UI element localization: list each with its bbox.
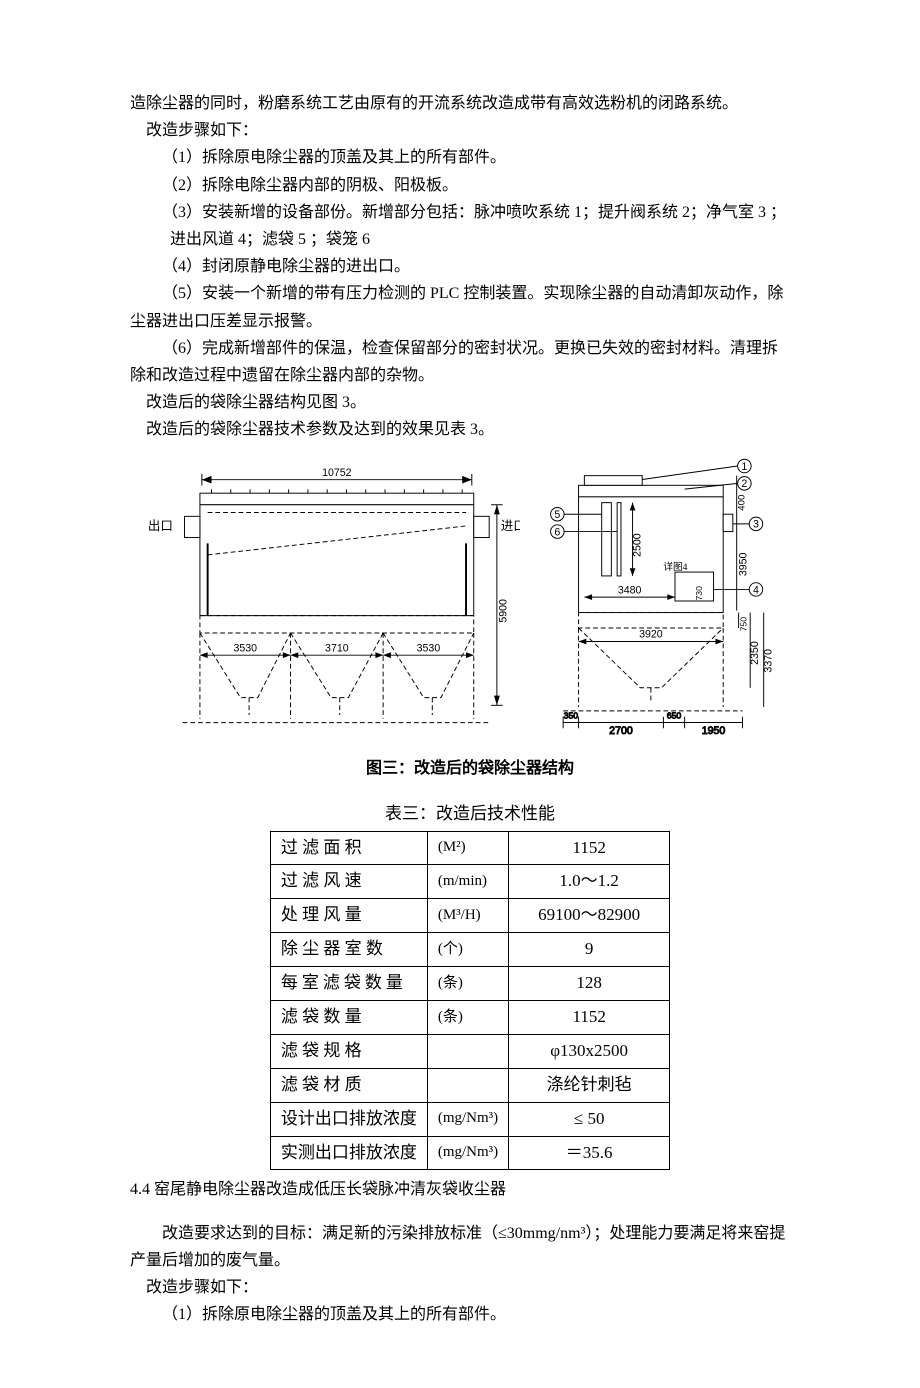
section-4-4-title: 4.4 窑尾静电除尘器改造成低压长袋脉冲清灰袋收尘器 [130, 1176, 810, 1203]
svg-text:2500: 2500 [631, 534, 643, 558]
dim-hopper-1: 3530 [233, 643, 257, 655]
dim-hopper-3: 3530 [417, 643, 441, 655]
table-row: 每室滤袋数量(条)128 [270, 967, 669, 1001]
svg-text:400: 400 [736, 495, 747, 511]
step-3a: （3）安装新增的设备部份。新增部分包括：脉冲喷吹系统 1；提升阀系统 2；净气室… [130, 199, 810, 226]
after-note-1: 改造后的袋除尘器结构见图 3。 [130, 389, 810, 416]
svg-text:5: 5 [554, 510, 560, 522]
table-row: 实测出口排放浓度(mg/Nm³)＝35.6 [270, 1136, 669, 1170]
figure-3-right-icon: 1 2 3 5 6 2500 详图4 4 400 3950 3 [540, 451, 810, 751]
table-row: 处 理 风 量(M³/H)69100～82900 [270, 899, 669, 933]
intro-para: 造除尘器的同时，粉磨系统工艺由原有的开流系统改造成带有高效选粉机的闭路系统。 [130, 90, 810, 117]
spec-label: 每室滤袋数量 [270, 967, 427, 1001]
spec-label: 过 滤 风 速 [270, 865, 427, 899]
sec44-p1b: 产量后增加的废气量。 [130, 1247, 810, 1274]
sec44-steps-head: 改造步骤如下： [130, 1274, 810, 1301]
table-row: 过 滤 风 速(m/min)1.0～1.2 [270, 865, 669, 899]
spec-value: 1152 [509, 831, 670, 865]
spec-label: 实测出口排放浓度 [270, 1136, 427, 1170]
dim-hopper-2: 3710 [325, 643, 349, 655]
spec-label: 处 理 风 量 [270, 899, 427, 933]
svg-text:350: 350 [564, 711, 579, 721]
spec-value: 9 [509, 933, 670, 967]
spec-unit: (M²) [427, 831, 508, 865]
figure-3-caption: 图三：改造后的袋除尘器结构 [130, 755, 810, 782]
spec-label: 滤 袋 数 量 [270, 1000, 427, 1034]
spec-label: 滤 袋 材 质 [270, 1068, 427, 1102]
step-3b: 进出风道 4；滤袋 5 ；袋笼 6 [130, 226, 810, 253]
table-3: 过 滤 面 积(M²)1152过 滤 风 速(m/min)1.0～1.2处 理 … [270, 831, 670, 1171]
dim-height: 5900 [498, 599, 510, 623]
spec-label: 设计出口排放浓度 [270, 1102, 427, 1136]
table-row: 滤 袋 材 质 涤纶针刺毡 [270, 1068, 669, 1102]
svg-text:3: 3 [753, 519, 759, 531]
svg-text:650: 650 [667, 711, 682, 721]
svg-text:2700: 2700 [609, 725, 633, 737]
svg-text:2: 2 [741, 479, 747, 491]
svg-text:3950: 3950 [737, 553, 749, 577]
spec-unit: (M³/H) [427, 899, 508, 933]
svg-text:2350: 2350 [749, 642, 761, 666]
spec-label: 过 滤 面 积 [270, 831, 427, 865]
dim-overall-width: 10752 [322, 467, 352, 479]
figure-3: 10752 出口 进口 [130, 451, 810, 751]
svg-text:3370: 3370 [762, 649, 774, 673]
spec-value: φ130x2500 [509, 1034, 670, 1068]
table-row: 过 滤 面 积(M²)1152 [270, 831, 669, 865]
spec-unit: (个) [427, 933, 508, 967]
spec-value: 69100～82900 [509, 899, 670, 933]
spec-value: ≤ 50 [509, 1102, 670, 1136]
outlet-label: 出口 [148, 519, 173, 533]
table-row: 滤 袋 规 格 φ130x2500 [270, 1034, 669, 1068]
svg-text:3480: 3480 [618, 585, 642, 597]
spec-unit: (mg/Nm³) [427, 1102, 508, 1136]
spec-value: 1152 [509, 1000, 670, 1034]
spec-label: 滤 袋 规 格 [270, 1034, 427, 1068]
table-3-caption: 表三：改造后技术性能 [130, 800, 810, 829]
step-5a: （5）安装一个新增的带有压力检测的 PLC 控制装置。实现除尘器的自动清卸灰动作… [130, 280, 810, 307]
step-1: （1）拆除原电除尘器的顶盖及其上的所有部件。 [130, 144, 810, 171]
sec44-step-1: （1）拆除原电除尘器的顶盖及其上的所有部件。 [130, 1301, 810, 1328]
table-row: 除 尘 器 室 数(个)9 [270, 933, 669, 967]
inlet-label: 进口 [501, 519, 520, 533]
spec-value: 1.0～1.2 [509, 865, 670, 899]
svg-text:3920: 3920 [639, 629, 663, 641]
table-row: 滤 袋 数 量(条)1152 [270, 1000, 669, 1034]
svg-text:730: 730 [694, 586, 704, 601]
table-row: 设计出口排放浓度(mg/Nm³)≤ 50 [270, 1102, 669, 1136]
svg-text:1950: 1950 [702, 725, 726, 737]
after-note-2: 改造后的袋除尘器技术参数及达到的效果见表 3。 [130, 416, 810, 443]
spec-unit: (条) [427, 1000, 508, 1034]
svg-text:1: 1 [741, 461, 747, 473]
spec-value: 128 [509, 967, 670, 1001]
spec-unit: (m/min) [427, 865, 508, 899]
figure-3-left-icon: 10752 出口 进口 [144, 461, 520, 751]
svg-text:详图4: 详图4 [663, 562, 687, 574]
step-2: （2）拆除电除尘器内部的阴极、阳极板。 [130, 172, 810, 199]
step-6a: （6）完成新增部件的保温，检查保留部分的密封状况。更换已失效的密封材料。清理拆 [130, 335, 810, 362]
spec-unit: (条) [427, 967, 508, 1001]
spec-unit [427, 1034, 508, 1068]
svg-text:6: 6 [554, 527, 560, 539]
step-4: （4）封闭原静电除尘器的进出口。 [130, 253, 810, 280]
spec-unit [427, 1068, 508, 1102]
sec44-p1a: 改造要求达到的目标：满足新的污染排放标准（≤30mmg/nm³）；处理能力要满足… [130, 1220, 810, 1247]
spec-value: ＝35.6 [509, 1136, 670, 1170]
svg-text:750: 750 [738, 617, 748, 632]
spec-value: 涤纶针刺毡 [509, 1068, 670, 1102]
spec-label: 除 尘 器 室 数 [270, 933, 427, 967]
step-5b: 尘器进出口压差显示报警。 [130, 308, 810, 335]
spec-unit: (mg/Nm³) [427, 1136, 508, 1170]
steps-heading-1: 改造步骤如下： [130, 117, 810, 144]
svg-text:4: 4 [753, 585, 759, 597]
step-6b: 除和改造过程中遗留在除尘器内部的杂物。 [130, 362, 810, 389]
